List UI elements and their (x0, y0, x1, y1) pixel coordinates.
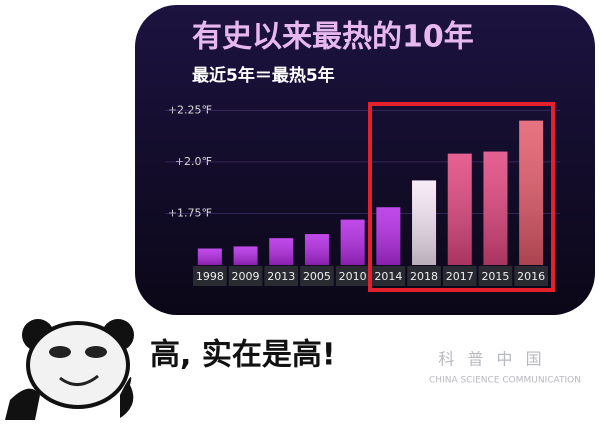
watermark-subtitle: CHINA SCIENCE COMMUNICATION (429, 376, 581, 386)
x-tick-label: 2015 (481, 270, 509, 283)
panda-meme (5, 319, 134, 420)
label-strip (442, 266, 477, 286)
label-strip (371, 266, 406, 286)
watermark-title: 科 普 中 国 (438, 350, 545, 369)
x-tick-label: 2018 (410, 270, 438, 283)
x-tick-label: 1998 (196, 270, 224, 283)
bar-shade (483, 151, 508, 265)
label-strip (228, 266, 263, 286)
label-strip (335, 266, 370, 286)
x-tick-label: 2017 (446, 270, 474, 283)
label-strip (193, 266, 227, 286)
caption: 高, 实在是高! (150, 338, 336, 373)
x-tick-label: 2010 (339, 270, 367, 283)
label-strip (300, 266, 334, 286)
bar-shade (233, 246, 258, 265)
x-tick-label: 2009 (232, 270, 260, 283)
x-tick-label: 2005 (303, 270, 331, 283)
label-strip (478, 266, 513, 286)
bar-shade (340, 219, 365, 265)
bar-shade (269, 238, 294, 265)
label-strip (514, 266, 548, 286)
bar-shade (412, 180, 437, 265)
bar-shade (447, 153, 472, 265)
bar-shade (304, 234, 329, 265)
highlight-box (368, 102, 555, 292)
x-tick-label: 2013 (267, 270, 295, 283)
bar-shade (519, 120, 544, 265)
label-strip (264, 266, 299, 286)
x-tick-label: 2014 (374, 270, 402, 283)
chart-subtitle: 最近5年＝最热5年 (192, 65, 335, 86)
label-strip (407, 266, 441, 286)
bar-shade (197, 248, 222, 265)
chart-title: 有史以来最热的10年 (192, 20, 474, 55)
x-tick-label: 2016 (517, 270, 545, 283)
bar-shade (376, 207, 401, 265)
panel (135, 5, 595, 315)
